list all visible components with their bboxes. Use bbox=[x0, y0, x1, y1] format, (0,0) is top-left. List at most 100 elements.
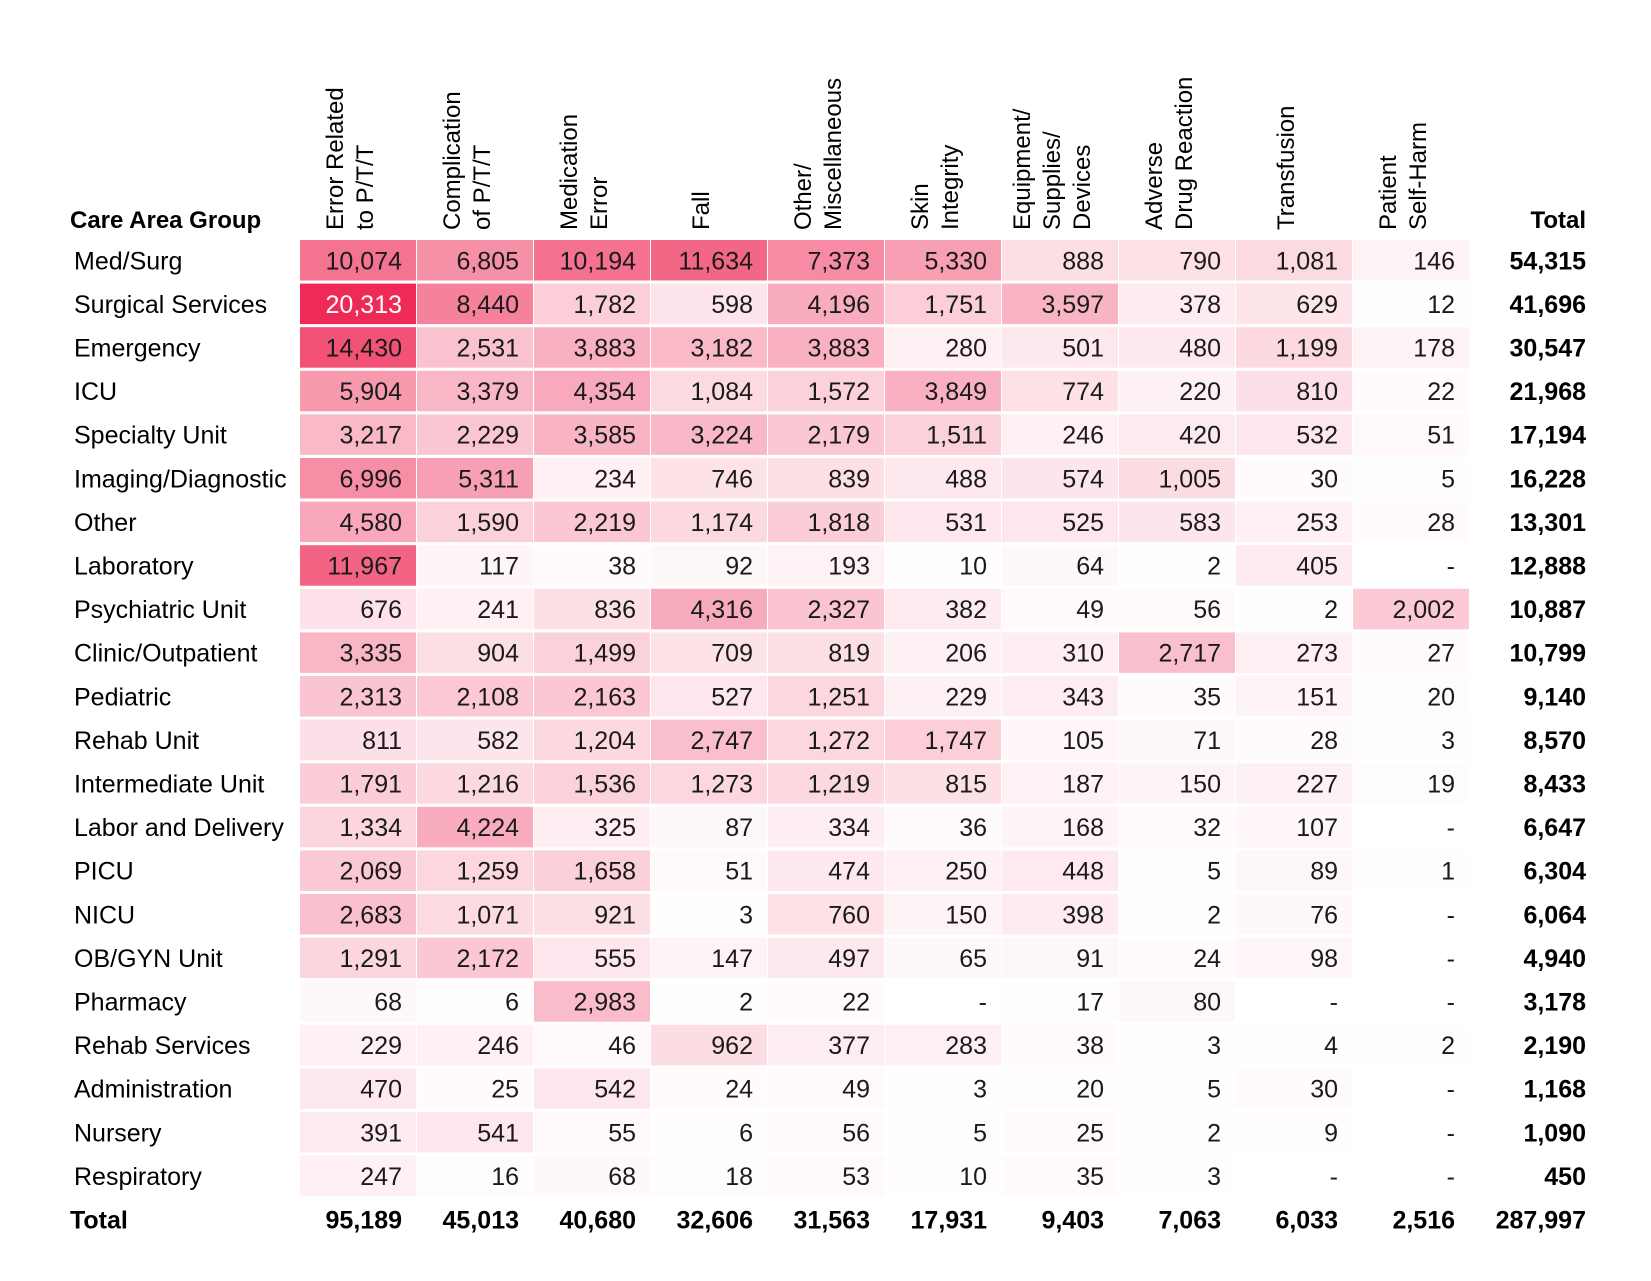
heatmap-cell-18-9 bbox=[1353, 1024, 1469, 1066]
column-header-7-line-1: Drug Reaction bbox=[1171, 77, 1198, 230]
cell-label-7-2: 38 bbox=[608, 552, 636, 580]
cell-label-2-1: 2,531 bbox=[456, 334, 519, 362]
row-total-17: 3,178 bbox=[1523, 988, 1586, 1016]
cell-label-15-6: 398 bbox=[1062, 901, 1104, 929]
heatmap-cell-7-3 bbox=[651, 545, 767, 586]
heatmap-cell-18-1 bbox=[417, 1024, 533, 1066]
heatmap-cell-4-2 bbox=[534, 414, 650, 455]
cell-label-6-8: 253 bbox=[1296, 509, 1338, 537]
cell-label-18-9: 2 bbox=[1441, 1032, 1455, 1060]
cell-labels: 10,074 6,805 10,194 11,634 7,373 5,330 888 790 1… bbox=[326, 247, 1455, 1191]
cell-label-4-8: 532 bbox=[1296, 422, 1338, 450]
heatmap-cell-19-7 bbox=[1119, 1068, 1235, 1109]
heatmap-cell-7-4 bbox=[768, 545, 884, 586]
heatmap-cell-15-8 bbox=[1236, 894, 1352, 935]
heatmap-cell-9-0 bbox=[300, 632, 416, 673]
cell-label-7-7: 2 bbox=[1207, 552, 1221, 580]
heatmap-cell-10-5 bbox=[885, 676, 1001, 717]
heatmap-cell-8-5 bbox=[885, 588, 1001, 630]
column-header-3-line-0: Fall bbox=[688, 191, 715, 230]
cell-label-7-9: - bbox=[1447, 552, 1455, 580]
heatmap-cell-5-6 bbox=[1002, 458, 1118, 499]
cell-label-1-2: 1,782 bbox=[573, 291, 636, 319]
heatmap-cell-8-3 bbox=[651, 588, 767, 630]
cell-label-17-7: 80 bbox=[1193, 988, 1221, 1016]
heatmap-cell-11-7 bbox=[1119, 719, 1235, 761]
heatmap-cell-16-4 bbox=[768, 937, 884, 979]
heatmap-cell-15-6 bbox=[1002, 894, 1118, 935]
heatmap-cell-6-5 bbox=[885, 501, 1001, 543]
cell-label-13-4: 334 bbox=[828, 814, 870, 842]
heatmap-cell-14-2 bbox=[534, 850, 650, 891]
cell-label-0-1: 6,805 bbox=[456, 247, 519, 275]
cell-label-3-5: 3,849 bbox=[924, 378, 987, 406]
heatmap-cell-13-3 bbox=[651, 806, 767, 848]
heatmap-cell-0-7 bbox=[1119, 240, 1235, 281]
cell-label-21-9: - bbox=[1447, 1163, 1455, 1191]
row-total-7: 12,888 bbox=[1510, 552, 1587, 580]
heatmap-cell-17-0 bbox=[300, 981, 416, 1022]
heatmap-cell-15-1 bbox=[417, 894, 533, 935]
heatmap-cell-21-8 bbox=[1236, 1155, 1352, 1197]
cell-label-5-0: 6,996 bbox=[339, 465, 402, 493]
column-header-2-line-1: Error bbox=[586, 177, 613, 230]
heatmap-cell-7-1 bbox=[417, 545, 533, 586]
heatmap-cell-9-8 bbox=[1236, 632, 1352, 673]
cell-label-12-0: 1,791 bbox=[339, 770, 402, 798]
heatmap-cell-9-1 bbox=[417, 632, 533, 673]
cell-label-19-5: 3 bbox=[973, 1076, 987, 1104]
heatmap-cell-17-1 bbox=[417, 981, 533, 1022]
heatmap-cell-6-2 bbox=[534, 501, 650, 543]
cell-label-18-4: 377 bbox=[828, 1032, 870, 1060]
cell-label-3-8: 810 bbox=[1296, 378, 1338, 406]
heatmap-cell-7-2 bbox=[534, 545, 650, 586]
cell-label-6-1: 1,590 bbox=[456, 509, 519, 537]
row-label-3: ICU bbox=[74, 378, 117, 406]
grand-total: 287,997 bbox=[1496, 1206, 1586, 1234]
cell-label-1-1: 8,440 bbox=[456, 291, 519, 319]
heatmap-cell-14-6 bbox=[1002, 850, 1118, 891]
heatmap-cell-13-7 bbox=[1119, 806, 1235, 848]
row-total-2: 30,547 bbox=[1510, 334, 1586, 362]
heatmap-cell-5-4 bbox=[768, 458, 884, 499]
cell-label-15-7: 2 bbox=[1207, 901, 1221, 929]
cell-label-20-2: 55 bbox=[608, 1119, 636, 1147]
column-total-6: 9,403 bbox=[1041, 1206, 1104, 1234]
cell-label-4-5: 1,511 bbox=[926, 422, 987, 450]
row-label-5: Imaging/Diagnostic bbox=[74, 465, 287, 493]
heatmap-cell-5-9 bbox=[1353, 458, 1469, 499]
heatmap-cell-1-1 bbox=[417, 283, 533, 325]
cell-label-12-8: 227 bbox=[1296, 770, 1338, 798]
row-label-12: Intermediate Unit bbox=[74, 770, 264, 798]
cell-label-12-6: 187 bbox=[1062, 770, 1104, 798]
cell-label-1-6: 3,597 bbox=[1041, 291, 1104, 319]
column-total-7: 7,063 bbox=[1158, 1206, 1221, 1234]
cell-label-10-6: 343 bbox=[1062, 683, 1104, 711]
heatmap-cell-16-6 bbox=[1002, 937, 1118, 979]
heatmap-cell-5-7 bbox=[1119, 458, 1235, 499]
row-label-18: Rehab Services bbox=[74, 1032, 250, 1060]
heatmap-cell-19-1 bbox=[417, 1068, 533, 1109]
heatmap-cell-3-9 bbox=[1353, 370, 1469, 412]
column-total-0: 95,189 bbox=[326, 1206, 402, 1234]
cell-label-18-2: 46 bbox=[608, 1032, 636, 1060]
heatmap-cell-8-4 bbox=[768, 588, 884, 630]
cell-label-6-3: 1,174 bbox=[690, 509, 753, 537]
cell-label-5-3: 746 bbox=[711, 465, 753, 493]
heatmap-cell-16-5 bbox=[885, 937, 1001, 979]
heatmap-cell-3-3 bbox=[651, 370, 767, 412]
heatmap-cell-2-1 bbox=[417, 327, 533, 368]
heatmap-cell-2-9 bbox=[1353, 327, 1469, 368]
heatmap-cell-7-7 bbox=[1119, 545, 1235, 586]
heatmap-cell-7-9 bbox=[1353, 545, 1469, 586]
cell-label-18-5: 283 bbox=[945, 1032, 987, 1060]
row-total-10: 9,140 bbox=[1523, 683, 1586, 711]
heatmap-cell-15-7 bbox=[1119, 894, 1235, 935]
row-total-11: 8,570 bbox=[1523, 727, 1586, 755]
heatmap-cell-15-4 bbox=[768, 894, 884, 935]
heatmap-cell-20-0 bbox=[300, 1112, 416, 1153]
cell-label-13-9: - bbox=[1447, 814, 1455, 842]
heatmap-cell-15-5 bbox=[885, 894, 1001, 935]
heatmap-cell-18-0 bbox=[300, 1024, 416, 1066]
